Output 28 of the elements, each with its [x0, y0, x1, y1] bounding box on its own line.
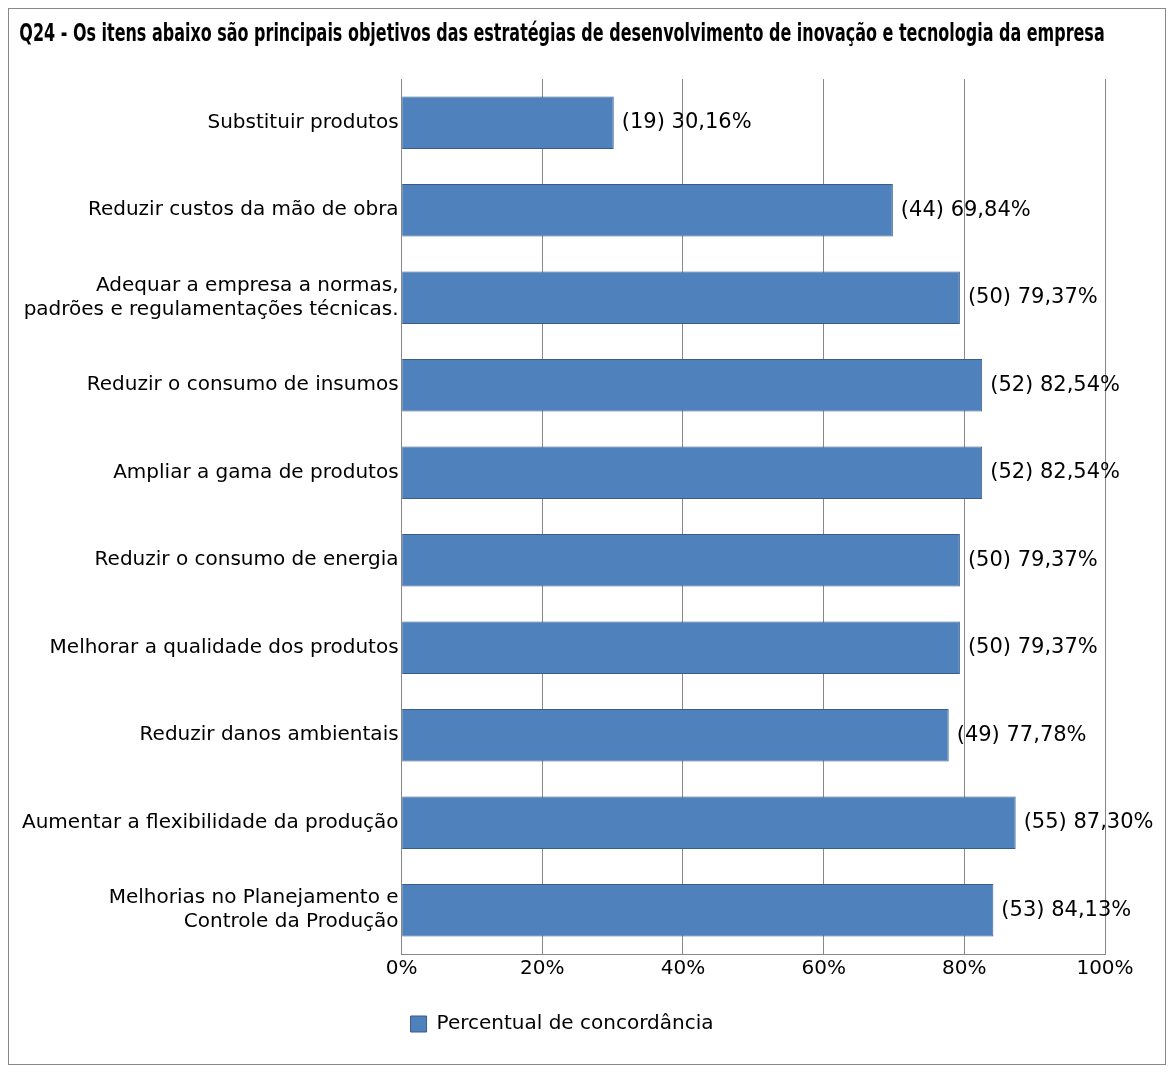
data-label: (44) 69,84%	[900, 196, 1031, 221]
data-label: (52) 82,54%	[990, 459, 1121, 484]
data-label: (50) 79,37%	[967, 284, 1098, 309]
y-tick-label: Adequar a empresa a normas, padrões e regulamentações técnicas.	[23, 271, 399, 320]
data-label: (53) 84,13%	[1001, 896, 1132, 921]
data-label: (55) 87,30%	[1023, 809, 1154, 834]
y-tick-label: Melhorias no Planejamento e Controle da Produção	[108, 884, 399, 933]
y-tick-label: Reduzir o consumo de energia	[94, 546, 399, 571]
data-label: (49) 77,78%	[956, 721, 1087, 746]
data-label: (50) 79,37%	[967, 634, 1098, 659]
legend-label: Percentual de concordância	[436, 1010, 714, 1035]
x-tick-label: 0%	[385, 955, 418, 980]
y-tick-label: Reduzir custos da mão de obra	[87, 196, 399, 221]
x-tick-label: 40%	[660, 955, 706, 980]
data-label: (50) 79,37%	[967, 546, 1098, 571]
y-tick-label: Reduzir danos ambientais	[139, 721, 399, 746]
x-tick-label: 80%	[942, 955, 987, 980]
x-tick-label: 20%	[520, 955, 565, 980]
x-tick-label: 60%	[801, 955, 846, 980]
x-tick-label: 100%	[1076, 955, 1134, 980]
data-label: (52) 82,54%	[990, 371, 1121, 396]
y-tick-label: Aumentar a flexibilidade da produção	[21, 808, 399, 833]
data-label: (19) 30,16%	[621, 109, 752, 134]
y-tick-label: Ampliar a gama de produtos	[113, 458, 399, 483]
y-tick-label: Melhorar a qualidade dos produtos	[49, 633, 399, 658]
y-tick-label: Reduzir o consumo de insumos	[86, 371, 399, 396]
y-tick-label: Substituir produtos	[207, 108, 399, 133]
chart-title: Q24 - Os itens abaixo são principais objetivos das estratégias de desenvolvimento de inovação e tecnologia da empresa	[19, 17, 1105, 47]
